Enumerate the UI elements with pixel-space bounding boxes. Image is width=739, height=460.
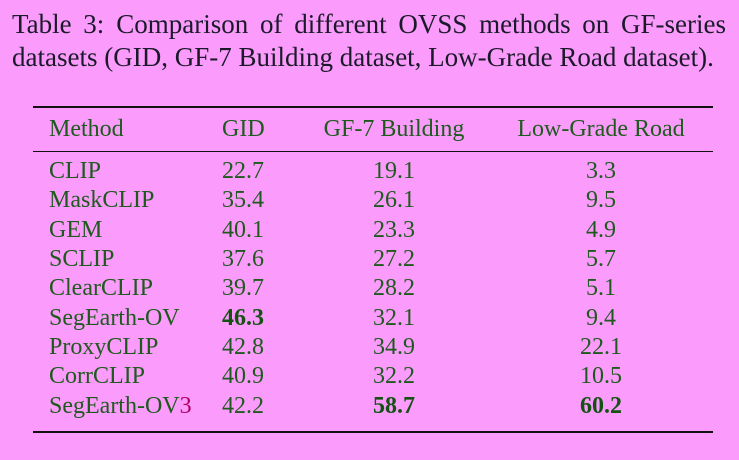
method-cell: GEM	[49, 216, 103, 243]
gf7-cell: 32.1	[373, 304, 415, 331]
method-cell: SegEarth-OV3	[33, 391, 222, 420]
gf7-cell: 27.2	[373, 246, 415, 273]
method-cell: MaskCLIP	[49, 187, 155, 214]
gid-cell: 39.7	[222, 275, 264, 302]
table-top-rule	[33, 106, 713, 108]
table-caption: Table 3: Comparison of different OVSS met…	[12, 8, 726, 74]
gf7-cell: 23.3	[373, 216, 415, 243]
gf7-cell: 34.9	[373, 333, 415, 360]
gid-cell: 42.8	[222, 333, 264, 360]
road-cell: 5.1	[586, 275, 616, 302]
table-bottom-rule	[33, 431, 713, 433]
method-cell: CorrCLIP	[49, 363, 145, 390]
road-cell: 22.1	[580, 333, 622, 360]
table-row: SegEarth-OV 46.3 32.1 9.4	[33, 303, 713, 332]
gf7-cell: 32.2	[373, 363, 415, 390]
table-row: SCLIP 37.6 27.2 5.7	[33, 245, 713, 274]
table-row: MaskCLIP 35.4 26.1 9.5	[33, 186, 713, 215]
gid-cell: 37.6	[222, 246, 264, 273]
caption-text: Comparison of different OVSS methods on …	[12, 9, 727, 72]
table-row: ProxyCLIP 42.8 34.9 22.1	[33, 333, 713, 362]
table-header-row: Method GID GF-7 Building Low-Grade Road	[33, 108, 713, 151]
method-cell: SegEarth-OV	[49, 304, 180, 331]
table-row: CorrCLIP 40.9 32.2 10.5	[33, 362, 713, 391]
road-cell-best: 60.2	[580, 392, 622, 419]
gid-cell: 40.1	[222, 216, 264, 243]
table-row: CLIP 22.7 19.1 3.3	[33, 151, 713, 186]
gid-cell-best: 46.3	[222, 304, 264, 331]
gid-cell: 40.9	[222, 363, 264, 390]
method-cell: ClearCLIP	[49, 275, 153, 302]
gid-cell: 22.7	[222, 158, 264, 185]
method-name: SegEarth-OV	[49, 392, 180, 419]
road-cell: 4.9	[586, 216, 616, 243]
method-cell: CLIP	[49, 158, 102, 185]
road-cell: 10.5	[580, 363, 622, 390]
road-cell: 3.3	[586, 158, 616, 185]
table-row: ClearCLIP 39.7 28.2 5.1	[33, 274, 713, 303]
gf7-cell: 19.1	[373, 158, 415, 185]
header-low-grade-road: Low-Grade Road	[517, 116, 685, 142]
gid-cell: 35.4	[222, 187, 264, 214]
caption-label: Table 3:	[12, 9, 105, 39]
table-row: GEM 40.1 23.3 4.9	[33, 216, 713, 245]
results-table: Method GID GF-7 Building Low-Grade Road …	[33, 108, 713, 421]
gid-cell: 42.2	[222, 392, 264, 419]
gf7-cell-best: 58.7	[373, 392, 415, 419]
road-cell: 9.4	[586, 304, 616, 331]
method-cell: ProxyCLIP	[49, 333, 159, 360]
gf7-cell: 26.1	[373, 187, 415, 214]
table-header-rule	[33, 151, 713, 152]
header-method: Method	[49, 116, 124, 142]
method-suffix: 3	[179, 392, 192, 419]
header-gf7-building: GF-7 Building	[323, 116, 465, 142]
road-cell: 9.5	[586, 187, 616, 214]
road-cell: 5.7	[586, 246, 616, 273]
table-row: SegEarth-OV3 42.2 58.7 60.2	[33, 391, 713, 420]
gf7-cell: 28.2	[373, 275, 415, 302]
header-gid: GID	[222, 116, 265, 142]
method-cell: SCLIP	[49, 246, 115, 273]
